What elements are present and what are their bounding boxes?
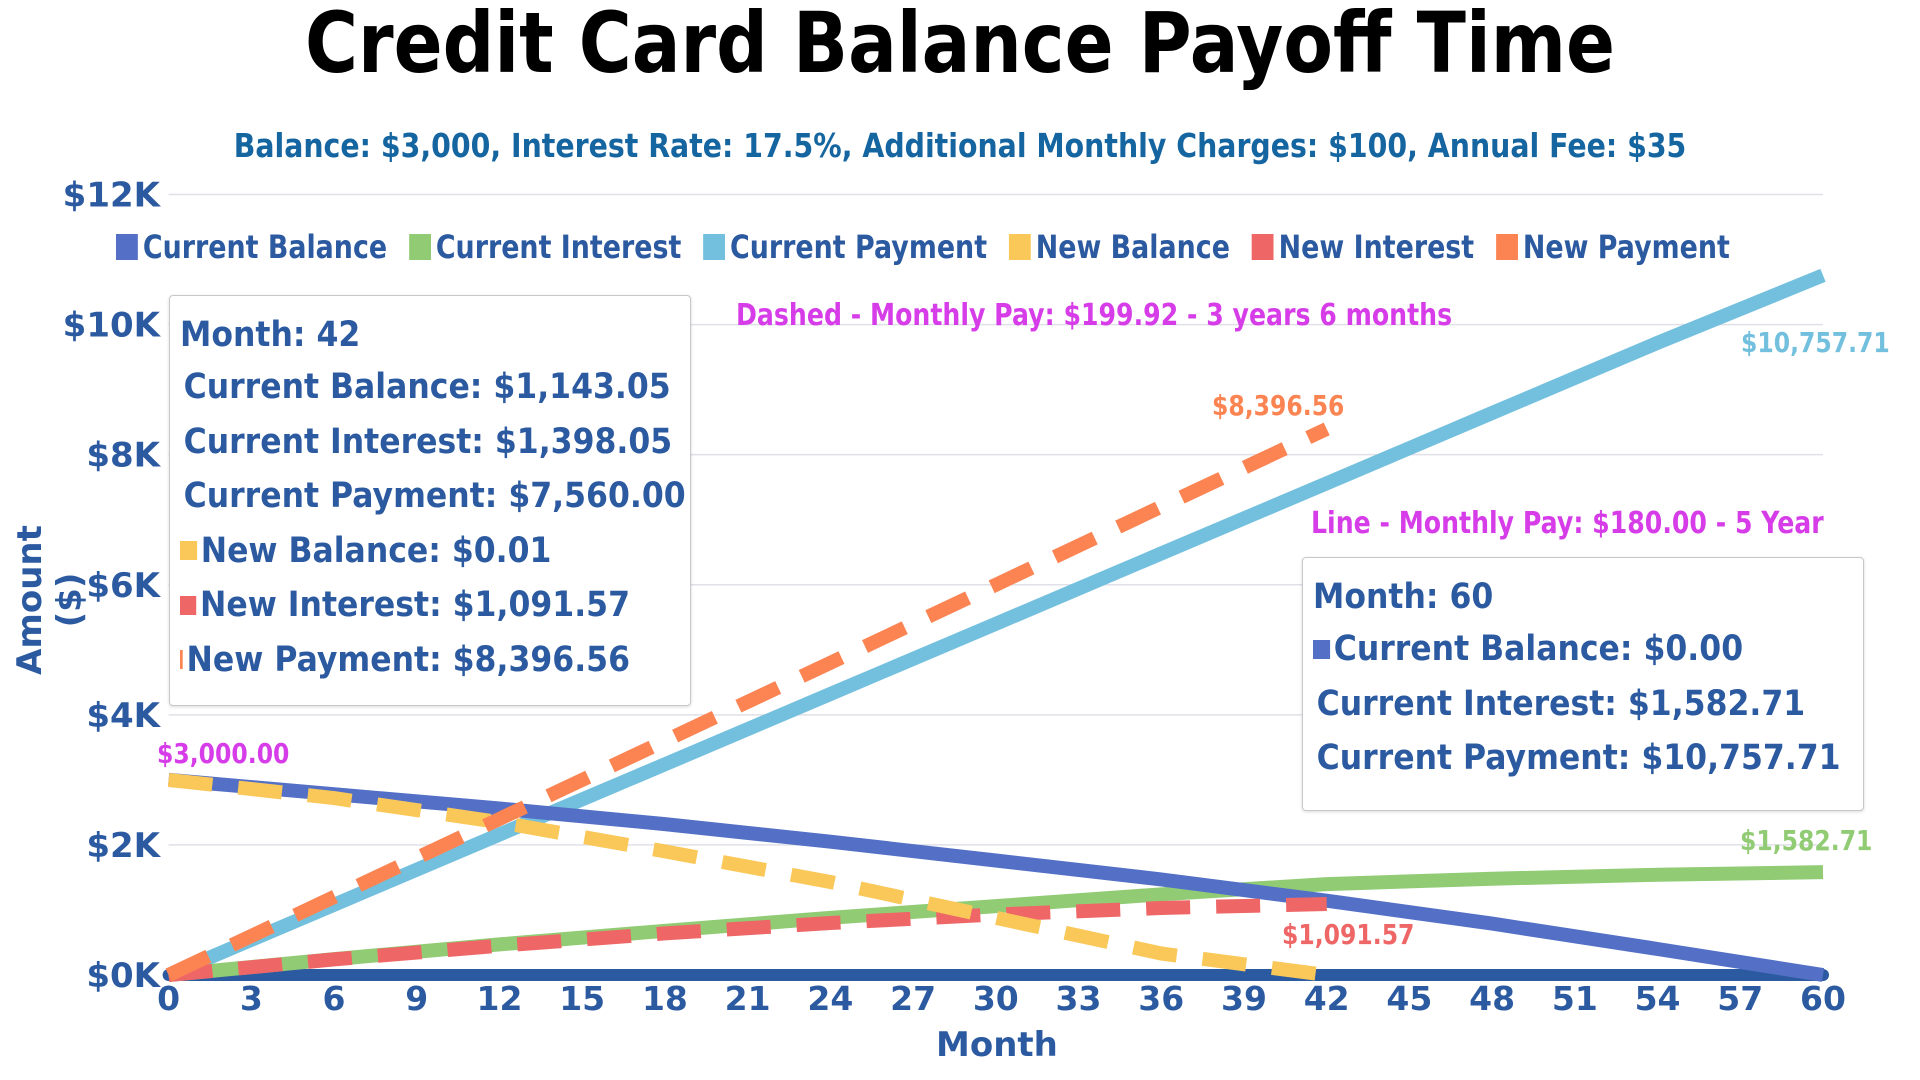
svg-text:0: 0 [157, 979, 180, 1018]
legend-label: Current Payment [730, 228, 988, 266]
svg-text:18: 18 [642, 979, 688, 1018]
tooltip-row: New Interest: $1,091.57 [180, 578, 630, 633]
svg-text:$12K: $12K [63, 176, 162, 216]
svg-text:54: 54 [1635, 979, 1681, 1018]
legend-swatch-icon [116, 234, 138, 260]
legend-swatch-icon [703, 234, 726, 260]
legend-swatch-icon [1495, 234, 1518, 260]
series-new-balance[interactable] [167, 772, 1328, 982]
svg-text:48: 48 [1469, 979, 1515, 1018]
series-new-payment[interactable] [165, 422, 1330, 982]
svg-text:3: 3 [240, 979, 263, 1018]
svg-text:39: 39 [1221, 979, 1267, 1018]
swatch-icon [180, 595, 197, 615]
tooltip-row: Current Balance: $0.00 [1313, 622, 1799, 677]
svg-text:$2K: $2K [86, 826, 161, 866]
legend-label: New Payment [1522, 228, 1730, 266]
tooltip-row: Current Interest: $1,582.71 [1313, 677, 1806, 732]
series-lines [162, 268, 1829, 982]
x-axis-title: Month [936, 1025, 1058, 1065]
svg-text:21: 21 [725, 979, 771, 1018]
svg-text:24: 24 [807, 979, 853, 1018]
current-interest-end-label: $1,582.71 [1740, 824, 1873, 857]
tooltip-row-label: New Payment: $8,396.56 [186, 639, 630, 680]
svg-text:12: 12 [477, 979, 523, 1018]
svg-text:33: 33 [1056, 979, 1102, 1018]
tooltip-month-42: Month: 42 Current Balance: $1,143.05 Cur… [169, 295, 691, 706]
chart-title: Credit Card Balance Payoff Time [305, 0, 1615, 92]
tooltip-month-60: Month: 60 Current Balance: $0.00 Current… [1302, 557, 1864, 811]
tooltip-row-label: New Interest: $1,091.57 [200, 585, 631, 625]
legend-label: Current Balance [142, 228, 388, 266]
svg-text:30: 30 [973, 979, 1019, 1018]
svg-text:9: 9 [405, 979, 428, 1018]
start-value-label: $3,000.00 [157, 737, 290, 770]
legend-label: Current Interest [435, 228, 682, 266]
tooltip-row-label: Current Interest: $1,398.05 [183, 421, 673, 462]
tooltip-row-label: Current Balance: $1,143.05 [183, 367, 671, 407]
legend-item-new-payment[interactable]: New Payment [1495, 228, 1730, 266]
legend-item-new-interest[interactable]: New Interest [1251, 228, 1475, 266]
series-new-interest[interactable] [167, 897, 1327, 982]
tooltip-row-label: New Balance: $0.01 [200, 530, 552, 571]
svg-text:$4K: $4K [86, 696, 161, 736]
legend-item-new-balance[interactable]: New Balance [1008, 228, 1230, 266]
swatch-icon [1313, 639, 1331, 659]
tooltip-row: New Balance: $0.01 [180, 524, 630, 579]
legend-swatch-icon [1008, 234, 1031, 260]
tooltip-header: Month: 60 [1313, 577, 1494, 617]
tooltip-row: New Payment: $8,396.56 [180, 633, 630, 688]
svg-text:51: 51 [1552, 979, 1598, 1018]
tooltip-row-label: Current Payment: $7,560.00 [183, 476, 686, 516]
line-series-note: Line - Monthly Pay: $180.00 - 5 Year [1311, 506, 1824, 541]
series-current-payment[interactable] [165, 268, 1826, 982]
tooltip-row-label: Current Payment: $10,757.71 [1316, 738, 1841, 778]
new-payment-end-label: $8,396.56 [1212, 389, 1345, 422]
svg-text:42: 42 [1304, 979, 1350, 1018]
swatch-icon [180, 541, 198, 561]
svg-text:45: 45 [1386, 979, 1432, 1018]
legend-swatch-icon [408, 234, 431, 260]
svg-text:$0K: $0K [86, 956, 161, 996]
tooltip-row: Current Payment: $7,560.00 [180, 469, 686, 524]
svg-text:$6K: $6K [86, 566, 161, 606]
svg-text:$10K: $10K [63, 306, 162, 346]
svg-text:60: 60 [1800, 979, 1846, 1018]
legend-item-current-payment[interactable]: Current Payment [703, 228, 987, 266]
legend-item-current-interest[interactable]: Current Interest [408, 228, 682, 266]
swatch-icon [180, 650, 183, 670]
legend-label: New Interest [1278, 228, 1475, 266]
chart-subtitle: Balance: $3,000, Interest Rate: 17.5%, A… [233, 126, 1687, 165]
tooltip-row: Current Balance: $1,143.05 [180, 360, 671, 415]
series-current-balance[interactable] [167, 772, 1825, 982]
new-interest-end-label: $1,091.57 [1282, 918, 1415, 951]
tooltip-row: Current Payment: $10,757.71 [1313, 731, 1841, 786]
y-axis-title: Amount ($) [10, 525, 90, 675]
tooltip-row-label: Current Interest: $1,582.71 [1316, 683, 1806, 724]
current-payment-end-label: $10,757.71 [1741, 326, 1890, 359]
svg-text:$8K: $8K [86, 436, 161, 476]
svg-text:27: 27 [890, 979, 936, 1018]
legend-item-current-balance[interactable]: Current Balance [116, 228, 387, 266]
legend-label: New Balance [1035, 228, 1230, 266]
svg-text:15: 15 [559, 979, 605, 1018]
tooltip-row-label: Current Balance: $0.00 [1333, 629, 1744, 669]
dashed-series-note: Dashed - Monthly Pay: $199.92 - 3 years … [736, 298, 1453, 333]
legend: Current Balance Current Interest Current… [116, 228, 1730, 266]
x-axis: 0 3 6 9 12 15 18 21 24 27 30 33 36 39 42 45 48 51 54 57 60 [157, 979, 1846, 1018]
tooltip-row: Current Interest: $1,398.05 [180, 415, 673, 470]
tooltip-header: Month: 42 [180, 315, 361, 355]
legend-swatch-icon [1251, 234, 1274, 260]
svg-text:57: 57 [1717, 979, 1763, 1018]
svg-text:36: 36 [1138, 979, 1184, 1018]
series-current-interest[interactable] [167, 865, 1824, 982]
y-axis: $0K $2K $4K $6K $8K $10K $12K [63, 176, 162, 997]
svg-text:6: 6 [323, 979, 346, 1018]
